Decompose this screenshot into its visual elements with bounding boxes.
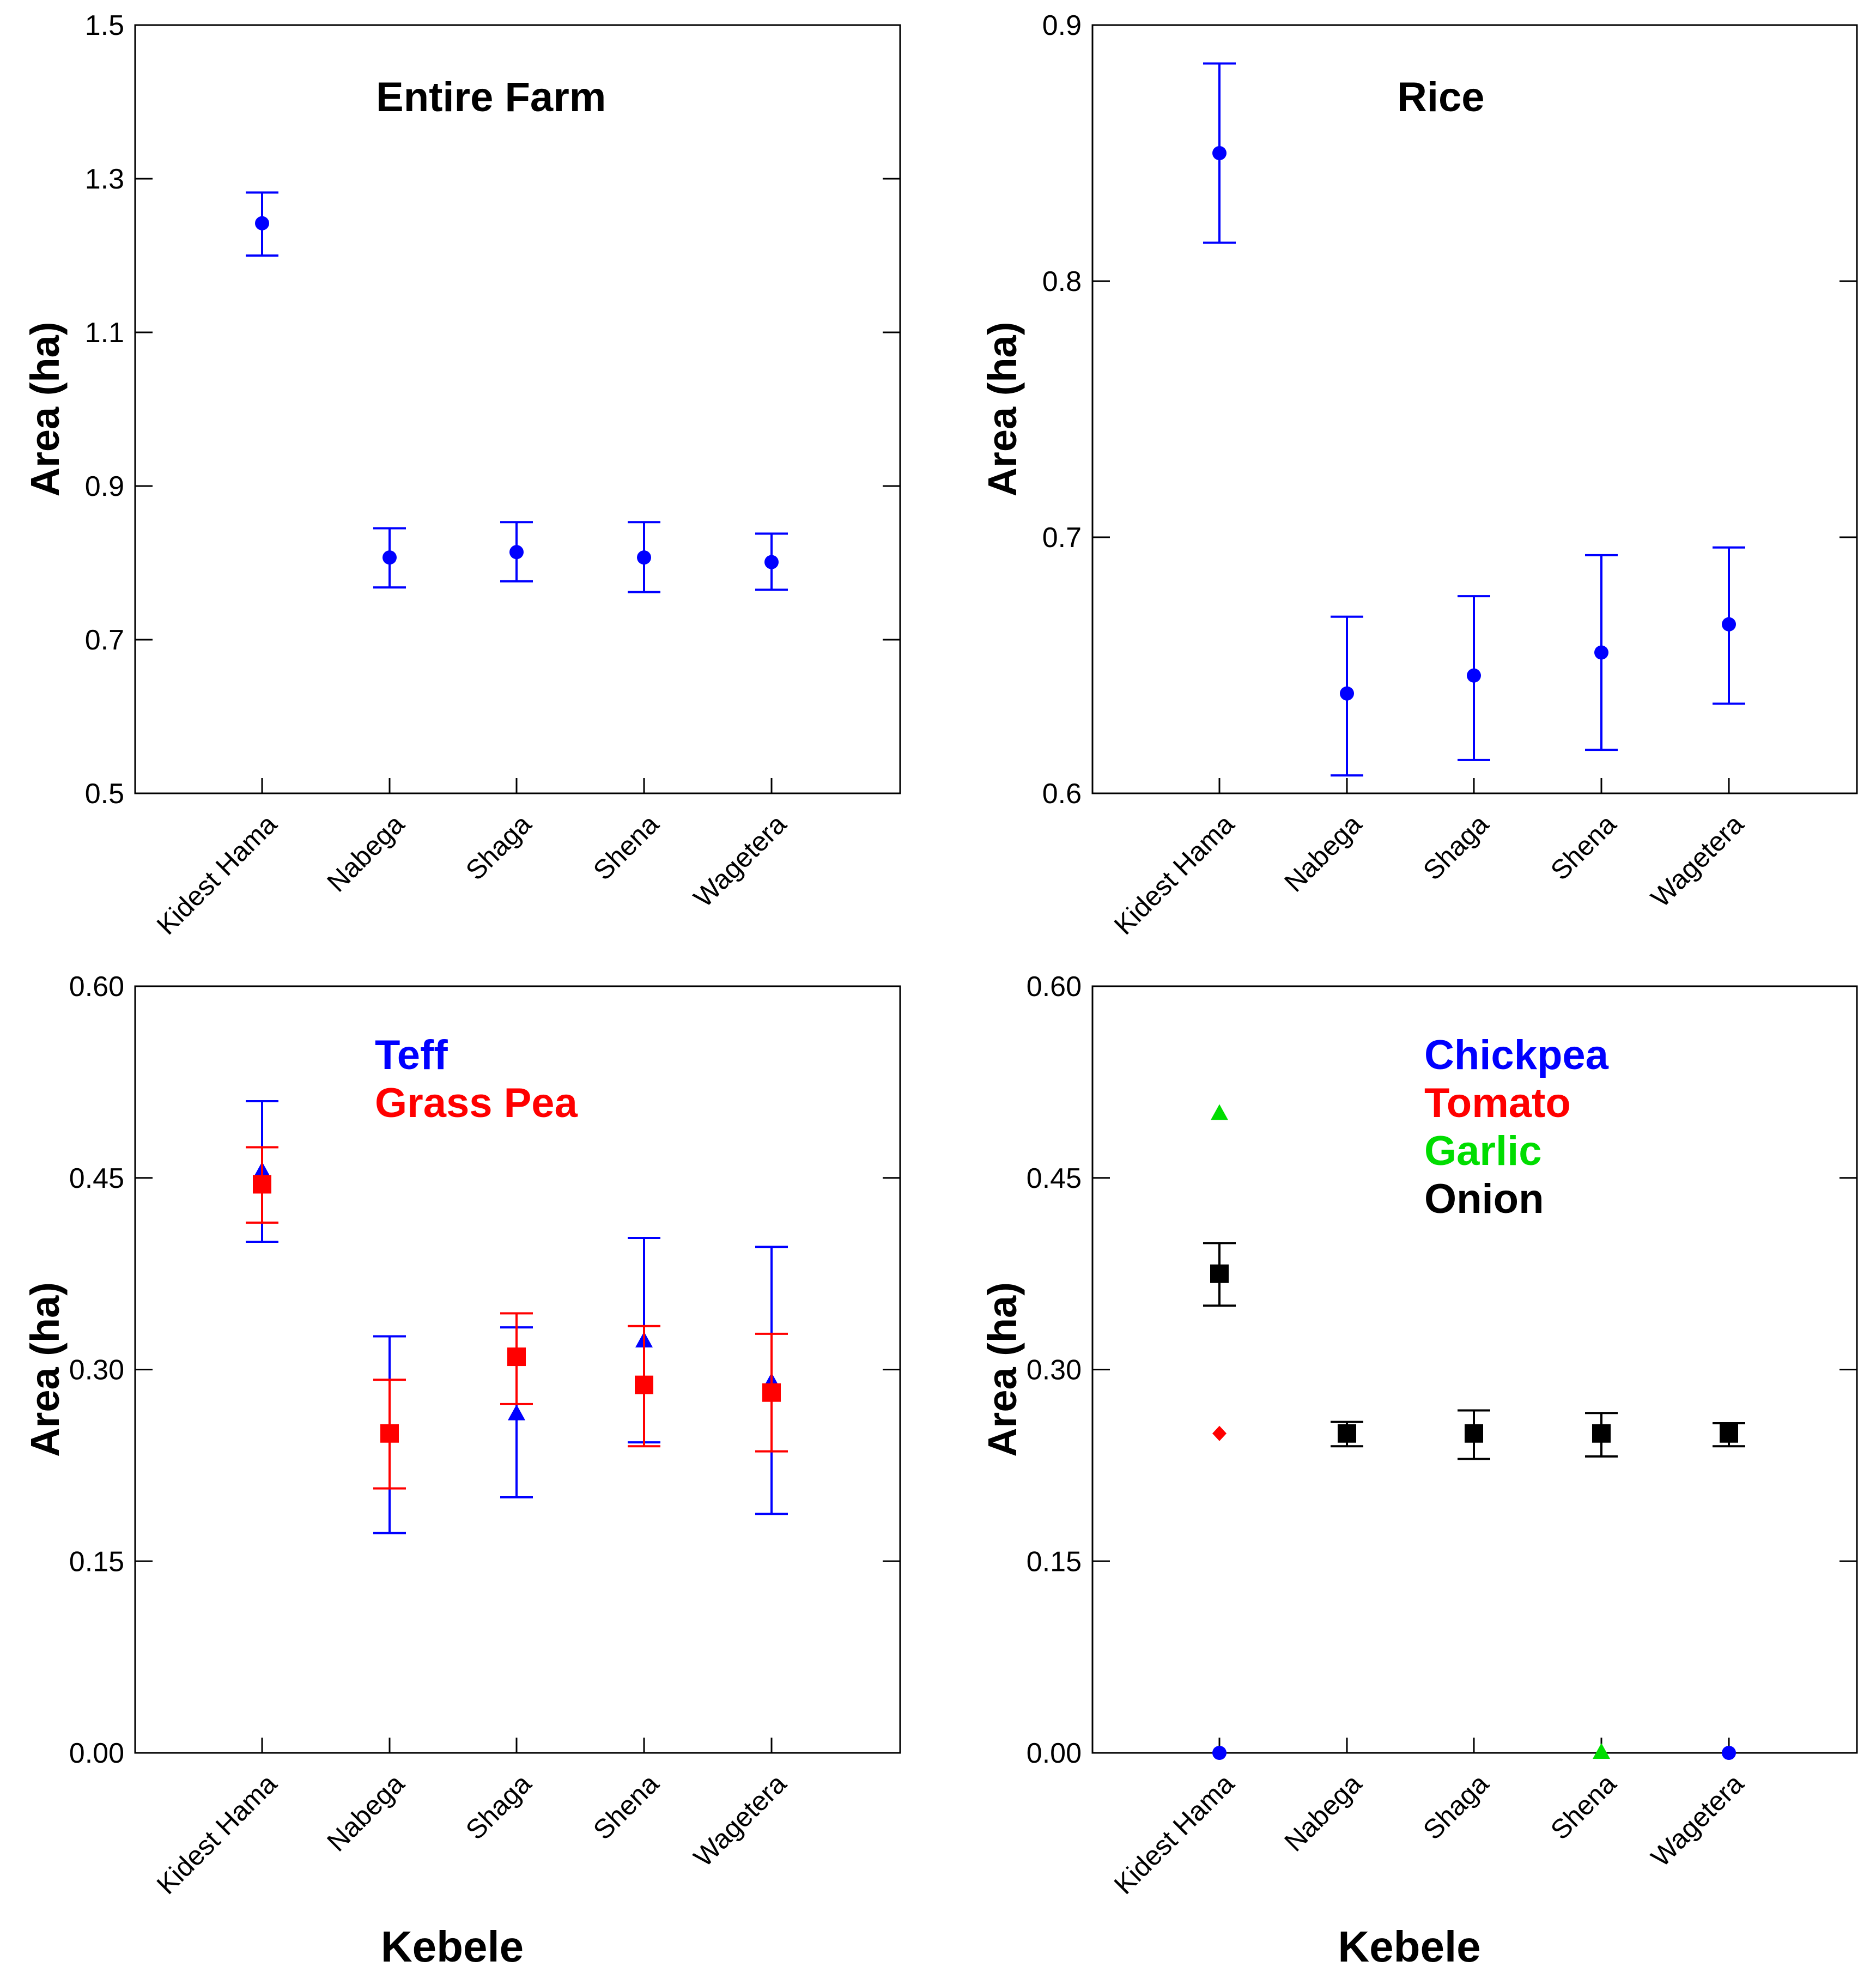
- y-tick-label: 0.30: [69, 1355, 124, 1386]
- x-tick-label: Nabega: [321, 809, 410, 898]
- y-axis-label: Area (ha): [980, 322, 1025, 497]
- series-rice: [1203, 62, 1745, 777]
- y-tick-label: 0.7: [85, 624, 124, 656]
- x-tick-label: Kidest Hama: [151, 809, 283, 940]
- x-tick-label: Wagetera: [688, 809, 792, 913]
- y-tick-label: 0.00: [1027, 1738, 1082, 1769]
- y-tick-label: 0.6: [1042, 778, 1082, 810]
- y-tick-label: 0.30: [1027, 1355, 1082, 1386]
- x-axis-label: Kebele: [1338, 1922, 1480, 1971]
- y-tick-label: 0.9: [85, 471, 124, 502]
- series-entire-farm: [246, 191, 788, 593]
- x-tick-label: Shaga: [460, 809, 537, 886]
- y-tick-label: 1.1: [85, 317, 124, 349]
- data-point: [1593, 1743, 1610, 1759]
- data-point: [1212, 146, 1227, 160]
- chart-panel-4: 0.00 0.15 0.30 0.45 0.60 Kidest Hama Nabega Sha…: [980, 971, 1858, 1971]
- data-point: [764, 555, 779, 569]
- data-point: [508, 1404, 525, 1420]
- x-tick-label: Shaga: [460, 1768, 537, 1845]
- y-tick-label: 0.60: [69, 971, 124, 1003]
- x-tick-label: Wagetera: [688, 1768, 792, 1873]
- legend-entry: Grass Pea: [375, 1080, 578, 1126]
- data-point: [1722, 617, 1736, 632]
- y-tick-label: 0.45: [1027, 1163, 1082, 1194]
- panel-title: Rice: [1397, 74, 1485, 120]
- panel-title: Entire Farm: [376, 74, 606, 120]
- x-tick-label: Shena: [1545, 1768, 1622, 1845]
- y-axis-label: Area (ha): [22, 322, 68, 497]
- data-point: [253, 1175, 271, 1194]
- data-point: [255, 216, 269, 230]
- x-tick-label: Kidest Hama: [1108, 809, 1240, 940]
- series-onion: [1203, 1242, 1745, 1460]
- data-point: [1592, 1424, 1611, 1443]
- data-point: [1212, 1746, 1227, 1760]
- legend-entry: Onion: [1424, 1176, 1544, 1222]
- plot-frame: [134, 24, 901, 794]
- data-point: [1722, 1746, 1736, 1760]
- data-point: [1465, 1424, 1483, 1443]
- data-point: [1210, 1264, 1229, 1283]
- data-point: [762, 1383, 781, 1402]
- y-axis-label: Area (ha): [22, 1282, 68, 1457]
- y-axis-label: Area (ha): [980, 1282, 1025, 1457]
- chart-panel-3: 0.00 0.15 0.30 0.45 0.60 Kidest Hama Nabega Sha…: [22, 971, 901, 1971]
- x-tick-label: Wagetera: [1645, 809, 1750, 913]
- x-tick-label: Wagetera: [1645, 1768, 1750, 1873]
- data-point: [509, 545, 524, 560]
- data-point: [1720, 1424, 1738, 1443]
- data-point: [1594, 645, 1608, 660]
- series-chickpea: [1212, 1746, 1736, 1760]
- y-tick-label: 0.15: [69, 1546, 124, 1577]
- y-tick-label: 0.60: [1027, 971, 1082, 1003]
- y-tick-label: 1.3: [85, 163, 124, 195]
- x-tick-label: Shena: [1545, 809, 1622, 886]
- x-tick-label: Shaga: [1417, 809, 1495, 886]
- data-point: [637, 550, 651, 565]
- legend-entry: Tomato: [1424, 1080, 1571, 1126]
- data-point: [1340, 686, 1354, 701]
- y-tick-label: 0.9: [1042, 10, 1082, 41]
- y-tick-label: 0.00: [69, 1738, 124, 1769]
- data-point: [635, 1375, 653, 1394]
- data-point: [1212, 1425, 1227, 1441]
- legend-entry: Chickpea: [1424, 1032, 1609, 1078]
- x-tick-label: Nabega: [1278, 1768, 1368, 1857]
- x-tick-label: Nabega: [1278, 809, 1368, 898]
- data-point: [380, 1424, 399, 1443]
- data-point: [383, 550, 397, 565]
- series-grass-pea: [246, 1146, 788, 1490]
- x-tick-label: Shena: [587, 809, 665, 886]
- data-point: [1338, 1424, 1356, 1443]
- x-tick-label: Shaga: [1417, 1768, 1495, 1845]
- y-tick-label: 0.8: [1042, 266, 1082, 298]
- chart-panel-1: 0.5 0.7 0.9 1.1 1.3 1.5 Kidest Hama Nabega Shaga…: [22, 10, 901, 940]
- data-point: [1211, 1104, 1228, 1120]
- x-axis-label: Kebele: [381, 1922, 524, 1971]
- y-tick-label: 0.45: [69, 1163, 124, 1194]
- data-point: [1467, 668, 1481, 683]
- x-tick-label: Nabega: [321, 1768, 410, 1857]
- data-point: [507, 1347, 526, 1367]
- y-tick-label: 0.5: [85, 778, 124, 810]
- legend-entry: Garlic: [1424, 1128, 1541, 1174]
- x-tick-label: Kidest Hama: [151, 1768, 283, 1900]
- y-tick-label: 0.15: [1027, 1546, 1082, 1577]
- series-tomato: [1212, 1425, 1227, 1441]
- x-tick-label: Kidest Hama: [1108, 1768, 1240, 1900]
- y-tick-label: 1.5: [85, 10, 124, 41]
- chart-panel-2: 0.6 0.7 0.8 0.9 Kidest Hama Nabega Shaga Shena W…: [980, 10, 1858, 940]
- y-tick-label: 0.7: [1042, 522, 1082, 554]
- legend-entry: Teff: [375, 1032, 448, 1078]
- x-tick-label: Shena: [587, 1768, 665, 1845]
